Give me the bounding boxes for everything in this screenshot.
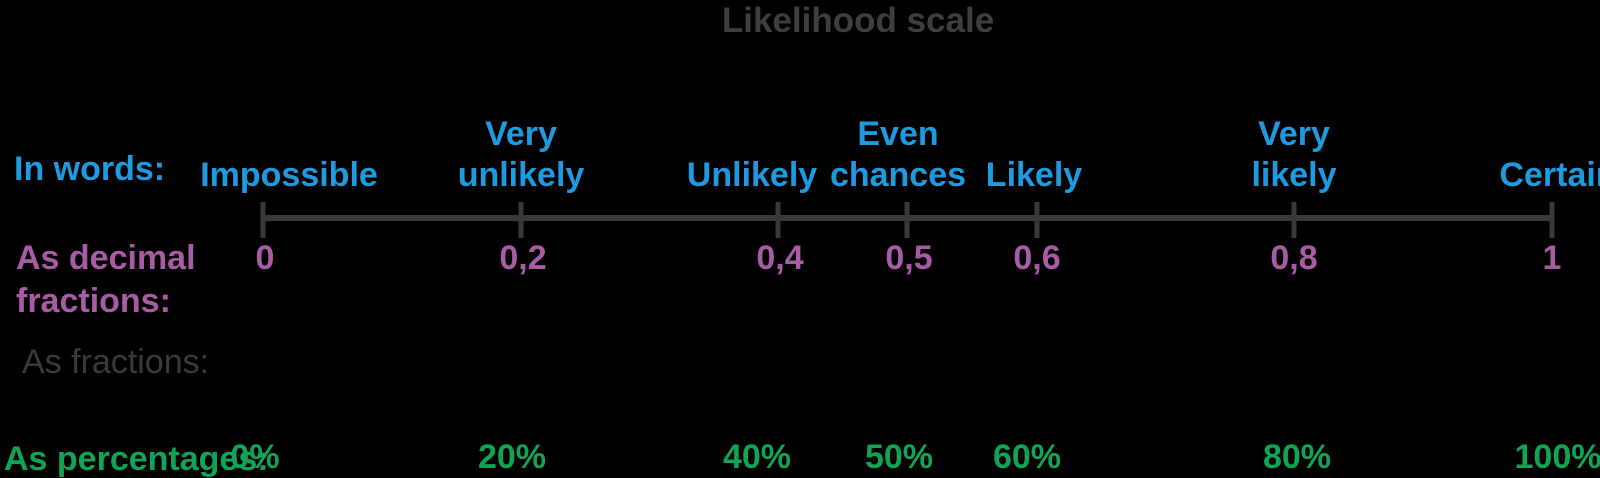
word-label-likely: Likely [985,156,1083,194]
decimal-value-1: 1 [1542,239,1562,277]
axis-tick-0 [260,202,266,238]
percent-value-40: 40% [722,438,792,476]
word-label-impossible: Impossible [200,156,378,194]
axis-tick-0-2 [518,202,524,238]
decimal-value-0-4: 0,4 [756,239,804,277]
row-label-fractions: As fractions: [22,343,210,381]
axis-tick-0-4 [775,202,781,238]
word-label-even-chances: Even chances [829,115,967,194]
axis-tick-1 [1549,202,1555,238]
row-label-percentages: As percentages: [4,440,269,478]
word-label-very-likely: Very likely [1251,115,1337,194]
word-label-unlikely: Unlikely [686,156,818,194]
row-label-decimal-fractions: As decimal fractions: [16,239,196,320]
decimal-value-0-2: 0,2 [499,239,547,277]
decimal-value-0-5: 0,5 [885,239,933,277]
words-row: Impossible Very unlikely Unlikely Even c… [0,104,1600,196]
axis-tick-0-5 [904,202,910,238]
decimal-value-0-8: 0,8 [1270,239,1318,277]
percent-value-0: 0% [230,438,280,476]
word-label-certain: Certain [1499,156,1600,194]
axis-tick-0-8 [1291,202,1297,238]
percent-value-20: 20% [477,438,547,476]
decimal-value-0: 0 [255,239,275,277]
percent-value-80: 80% [1262,438,1332,476]
decimal-value-0-6: 0,6 [1013,239,1061,277]
percent-value-60: 60% [992,438,1062,476]
word-label-very-unlikely: Very unlikely [457,115,585,194]
percent-value-100: 100% [1514,438,1600,476]
percent-value-50: 50% [864,438,934,476]
row-label-in-words: In words: [14,150,166,188]
figure-title: Likelihood scale [721,1,995,40]
axis-tick-0-6 [1034,202,1040,238]
